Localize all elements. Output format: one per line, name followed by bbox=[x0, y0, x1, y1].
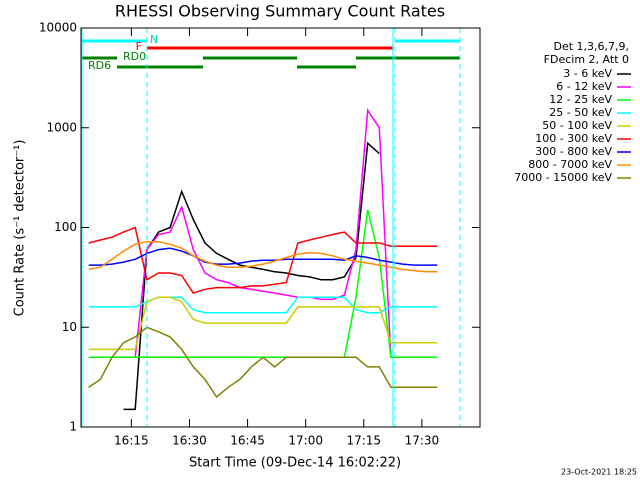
legend-label: 300 - 800 keV bbox=[535, 145, 612, 158]
time-markers bbox=[81, 28, 461, 427]
status-label: RD0 bbox=[123, 50, 146, 63]
timestamp: 23-Oct-2021 18:25 bbox=[561, 468, 637, 477]
status-label: RD6 bbox=[88, 59, 111, 72]
y-tick-label: 10 bbox=[62, 320, 77, 334]
x-tick-label: 16:45 bbox=[230, 434, 265, 448]
y-tick-label: 10000 bbox=[39, 21, 77, 35]
series-line bbox=[88, 107, 438, 359]
x-axis-label: Start Time (09-Dec-14 16:02:22) bbox=[189, 456, 401, 471]
series-line bbox=[88, 240, 438, 273]
legend-label: 800 - 7000 keV bbox=[528, 158, 612, 171]
y-tick-label: 1000 bbox=[46, 120, 77, 134]
legend-label: 6 - 12 keV bbox=[556, 80, 612, 93]
series-line bbox=[123, 141, 380, 411]
status-label: N bbox=[150, 33, 158, 46]
legend-header: Det 1,3,6,7,9, bbox=[553, 40, 629, 53]
y-axis-label: Count Rate (s⁻¹ detector⁻¹) bbox=[13, 140, 28, 317]
legend-label: 3 - 6 keV bbox=[563, 67, 612, 80]
status-bars bbox=[82, 39, 460, 69]
chart-title: RHESSI Observing Summary Count Rates bbox=[115, 2, 445, 21]
x-tick-label: 16:30 bbox=[172, 434, 207, 448]
legend-label: 7000 - 15000 keV bbox=[514, 171, 612, 184]
legend-label: 25 - 50 keV bbox=[549, 106, 612, 119]
legend-label: 50 - 100 keV bbox=[542, 119, 612, 132]
status-label: F bbox=[136, 40, 142, 53]
series-line bbox=[88, 226, 438, 294]
y-tick-label: 100 bbox=[54, 220, 77, 234]
legend-header: FDecim 2, Att 0 bbox=[544, 53, 629, 66]
x-tick-label: 17:00 bbox=[288, 434, 323, 448]
x-tick-label: 17:30 bbox=[405, 434, 440, 448]
x-tick-label: 16:15 bbox=[114, 434, 149, 448]
legend-label: 100 - 300 keV bbox=[535, 132, 612, 145]
legend-label: 12 - 25 keV bbox=[549, 93, 612, 106]
y-tick-label: 1 bbox=[69, 420, 77, 434]
x-tick-label: 17:15 bbox=[346, 434, 381, 448]
